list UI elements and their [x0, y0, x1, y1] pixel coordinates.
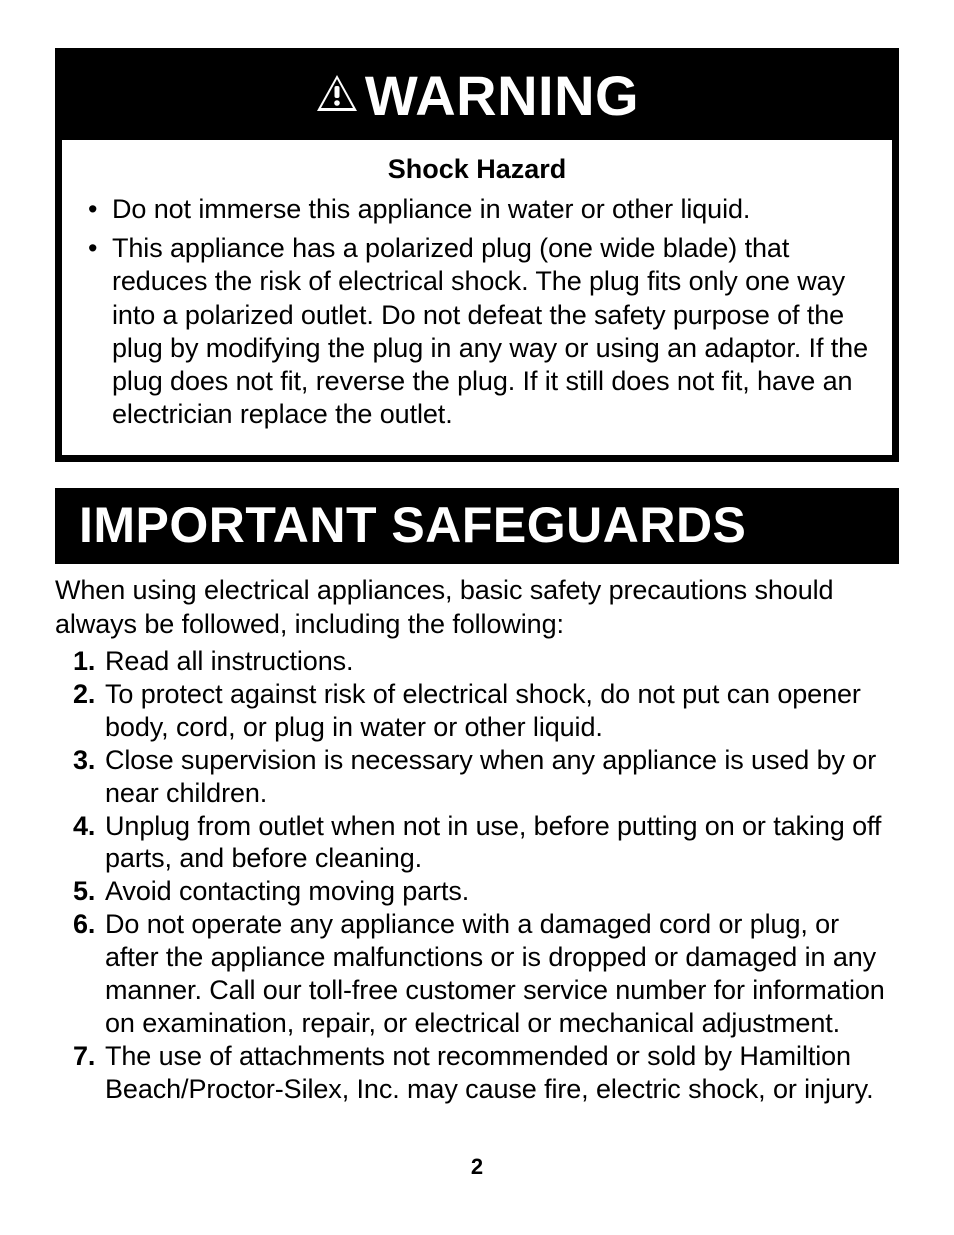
warning-triangle-icon: [315, 73, 359, 118]
warning-bullet-item: Do not immerse this appliance in water o…: [84, 193, 870, 226]
safeguards-item: Do not operate any appliance with a dama…: [55, 908, 899, 1040]
warning-title: WARNING: [365, 63, 639, 128]
warning-body: Shock Hazard Do not immerse this applian…: [62, 140, 892, 455]
safeguards-item: To protect against risk of electrical sh…: [55, 678, 899, 744]
page-number: 2: [0, 1154, 954, 1180]
warning-header: WARNING: [62, 55, 892, 140]
safeguards-item: Close supervision is necessary when any …: [55, 744, 899, 810]
warning-bullet-item: This appliance has a polarized plug (one…: [84, 232, 870, 431]
safeguards-item: Read all instructions.: [55, 645, 899, 678]
warning-box: WARNING Shock Hazard Do not immerse this…: [55, 48, 899, 462]
safeguards-item: Unplug from outlet when not in use, befo…: [55, 810, 899, 876]
warning-bullet-list: Do not immerse this appliance in water o…: [84, 193, 870, 431]
safeguards-title: IMPORTANT SAFEGUARDS: [55, 488, 899, 564]
safeguards-item: Avoid contacting moving parts.: [55, 875, 899, 908]
safeguards-intro: When using electrical appliances, basic …: [55, 574, 899, 640]
safeguards-numbered-list: Read all instructions. To protect agains…: [55, 645, 899, 1106]
shock-hazard-subtitle: Shock Hazard: [84, 154, 870, 185]
safeguards-item: The use of attachments not recommended o…: [55, 1040, 899, 1106]
